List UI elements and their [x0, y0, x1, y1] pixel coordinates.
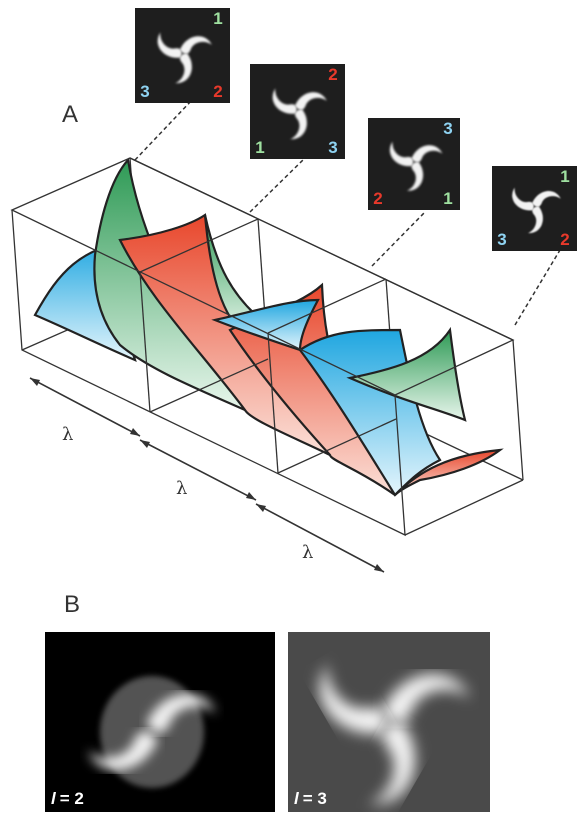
inset-number: 2: [328, 65, 337, 84]
panel-label: B: [64, 591, 80, 618]
beam-halo: [100, 676, 204, 788]
inset-number: 1: [443, 189, 452, 208]
inset: 1 3 2: [492, 166, 577, 251]
mode-image: l= 2: [45, 632, 275, 812]
inset-number: 2: [213, 82, 222, 101]
image-background: [288, 632, 490, 812]
mode-value: = 2: [60, 789, 84, 808]
panel-label: A: [62, 101, 78, 128]
inset-number: 3: [140, 82, 149, 101]
figure: A: [0, 0, 577, 832]
inset: 2 1 3: [250, 64, 345, 159]
inset-number: 1: [255, 138, 264, 157]
inset-number: 3: [443, 119, 452, 138]
inset: 3 2 1: [368, 118, 460, 210]
inset-number: 1: [560, 167, 569, 186]
mode-value: = 3: [303, 789, 327, 808]
insets: 1 3 2 2 1 3 3 2 1 1 3 2: [135, 8, 577, 251]
inset-number: 1: [213, 9, 222, 28]
inset-number: 3: [497, 230, 506, 249]
inset: 1 3 2: [135, 8, 230, 103]
wave-surfaces: [35, 160, 500, 495]
inset-number: 2: [373, 189, 382, 208]
wavelength-label: λ: [302, 542, 313, 563]
inset-number: 3: [328, 138, 337, 157]
inset-number: 2: [560, 230, 569, 249]
wavelength-label: λ: [176, 478, 187, 499]
mode-image: l= 3: [288, 632, 490, 817]
wavelength-label: λ: [62, 424, 73, 445]
